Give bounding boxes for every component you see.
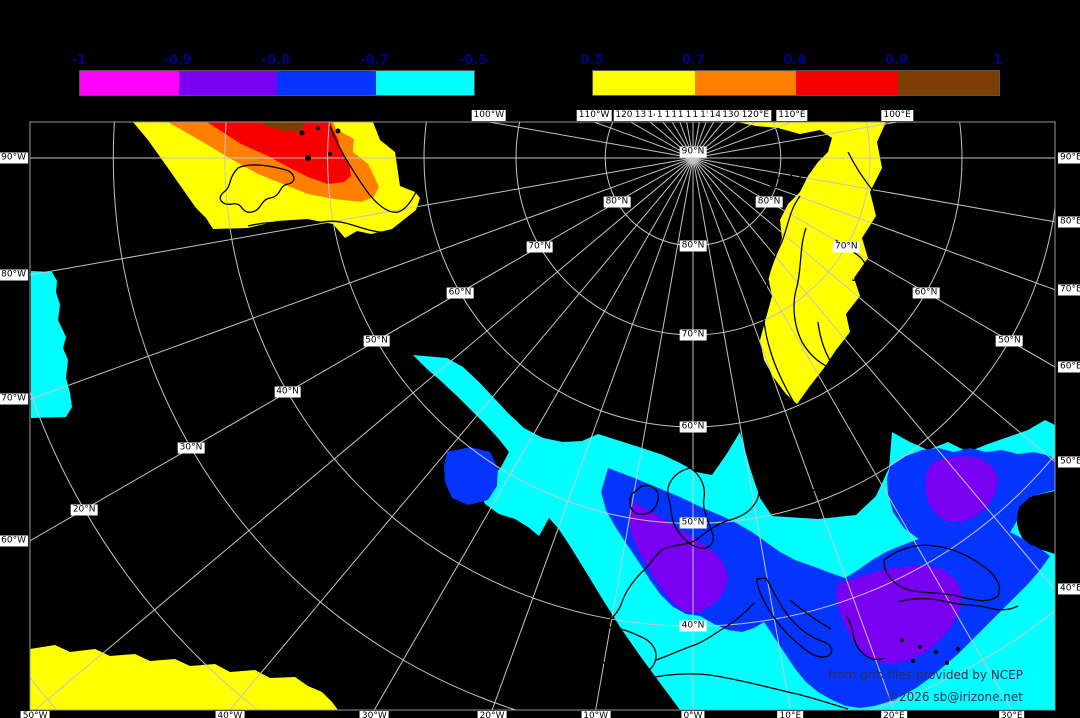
lon-label-bottom: 10°W bbox=[581, 711, 611, 718]
lon-label-bottom: 20°W bbox=[477, 711, 507, 718]
colorbar-tick: 0.7 bbox=[681, 53, 706, 68]
lat-ring-label: 80°N bbox=[755, 196, 783, 208]
lon-label-bottom: 10°E bbox=[777, 711, 804, 718]
lon-label-bottom: 40°W bbox=[215, 711, 245, 718]
lat-ring-label: 40°N bbox=[679, 620, 707, 632]
colorbar-tick: 1 bbox=[993, 53, 1003, 68]
colorbar-tick: 0.8 bbox=[783, 53, 807, 68]
lat-ring-label: 70°N bbox=[832, 241, 860, 253]
colorbar-tick: -1 bbox=[71, 53, 87, 68]
colorbar-tick: -0.5 bbox=[458, 53, 488, 68]
positive-colorbar bbox=[592, 70, 1000, 96]
colorbar-tick: -0.7 bbox=[360, 53, 389, 68]
lon-label-left: 60°W bbox=[0, 535, 28, 547]
region-purple-balkans bbox=[836, 566, 962, 664]
lake-island-dot bbox=[900, 638, 904, 642]
region-yellow-southwest bbox=[30, 645, 338, 710]
lon-label-bottom: 0°W bbox=[681, 711, 705, 718]
lon-label-right: 80°E bbox=[1058, 216, 1080, 228]
lake-island-dot bbox=[934, 650, 938, 654]
lat-ring-label: 30°N bbox=[177, 442, 205, 454]
colorbar-segment-purple bbox=[178, 71, 277, 95]
lon-label-bottom: 30°E bbox=[998, 711, 1025, 718]
lat-ring-label: 50°N bbox=[996, 335, 1023, 347]
lon-label-right: 50°E bbox=[1058, 456, 1080, 468]
region-purple-france bbox=[629, 502, 728, 612]
lon-label-right: 40°E bbox=[1058, 583, 1080, 595]
lon-label-left: 80°W bbox=[0, 269, 28, 281]
lon-label-left: 70°W bbox=[0, 393, 28, 405]
lake-island-dot bbox=[956, 647, 960, 651]
coastlines bbox=[219, 125, 1049, 710]
lake-island-dot bbox=[328, 152, 332, 156]
region-black-caspian bbox=[1017, 497, 1052, 546]
region-yellow-scandinavia bbox=[737, 122, 886, 404]
colorbar-segment-orange bbox=[694, 71, 796, 95]
lake-island-dot bbox=[911, 659, 915, 663]
lake-island-dot bbox=[918, 645, 922, 649]
lat-ring-label: 80°N bbox=[603, 196, 631, 208]
lake-island-dot bbox=[945, 661, 949, 665]
lat-ring-label: 50°N bbox=[679, 517, 707, 529]
lat-ring-label: 50°N bbox=[363, 335, 390, 347]
lake-island-dot bbox=[316, 126, 320, 130]
colorbar-segment-red bbox=[796, 71, 898, 95]
lon-label-bottom: 20°E bbox=[881, 711, 907, 718]
lon-label-top: 120°W bbox=[613, 110, 648, 121]
lon-label-left: 90°W bbox=[0, 152, 28, 164]
lon-label-bottom: 30°W bbox=[359, 711, 389, 718]
lon-label-top: 110°E bbox=[776, 110, 808, 121]
lake-island-dot bbox=[299, 130, 305, 136]
lon-label-right: 60°E bbox=[1058, 361, 1080, 373]
lat-ring-label: 70°N bbox=[526, 241, 554, 253]
lon-label-top: 100°W bbox=[471, 110, 507, 121]
lon-label-top: 130°E bbox=[720, 110, 752, 121]
colorbar-tick: 0.9 bbox=[884, 53, 909, 68]
colorbar-segment-cyan bbox=[375, 71, 474, 95]
lat-ring-label: 60°N bbox=[912, 287, 940, 298]
lat-ring-label: 40°N bbox=[274, 386, 301, 398]
map-frame bbox=[29, 121, 1056, 711]
colorbar-tick: -0.9 bbox=[163, 53, 192, 68]
lat-ring-label: 70°N bbox=[679, 329, 707, 341]
colorbar-tick: -0.8 bbox=[261, 53, 291, 68]
lat-ring-label: 80°N bbox=[679, 240, 707, 252]
region-brown-canada bbox=[262, 122, 305, 132]
credit-source-text: from grib files provided by NCEP bbox=[828, 668, 1023, 682]
region-red-canada bbox=[207, 122, 351, 184]
negative-colorbar bbox=[79, 70, 475, 96]
lon-label-top: 120°E bbox=[739, 110, 772, 121]
lon-label-right: 90°E bbox=[1058, 152, 1080, 164]
region-cyan-west bbox=[31, 271, 72, 418]
credit-copyright-text: ©2026 sb@irizone.net bbox=[887, 690, 1023, 704]
region-blue-atlantic bbox=[444, 447, 498, 505]
colorbar-segment-yellow bbox=[593, 71, 695, 95]
lon-label-bottom: 50°W bbox=[20, 711, 50, 718]
lat-ring-label: 60°N bbox=[446, 287, 474, 298]
colorbar-segment-magenta bbox=[80, 71, 179, 95]
lon-label-top: 110°W bbox=[576, 110, 612, 121]
lat-ring-label: 60°N bbox=[679, 421, 707, 433]
lake-island-dot bbox=[305, 155, 311, 161]
colorbar-tick: 0.5 bbox=[580, 53, 604, 68]
lon-label-right: 70°E bbox=[1058, 284, 1080, 296]
colorbar-segment-blue bbox=[277, 71, 376, 95]
colorbar-segment-brown bbox=[897, 71, 999, 95]
region-purple-blacksea bbox=[925, 456, 998, 522]
pole-label: 90°N bbox=[679, 146, 707, 158]
lon-label-top: 100°E bbox=[881, 110, 913, 121]
lake-island-dot bbox=[335, 128, 341, 134]
lat-ring-label: 20°N bbox=[70, 504, 98, 515]
